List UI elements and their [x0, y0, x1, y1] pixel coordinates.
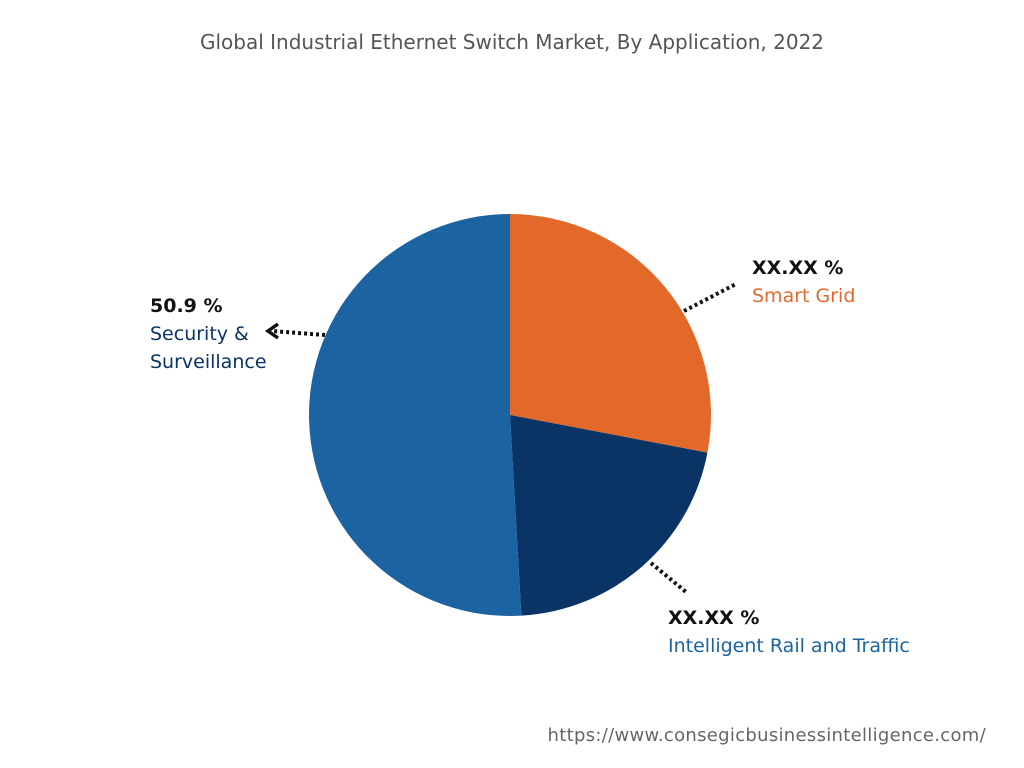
arrowhead-icon [264, 322, 280, 340]
slice-name-label: Security & Surveillance [150, 323, 267, 373]
leader-line [649, 561, 688, 594]
label-smart-grid: XX.XX % Smart Grid [752, 254, 855, 310]
pie-slice-smart-grid [510, 214, 712, 453]
leader-line [683, 282, 737, 313]
pie-slice-security-surveillance [308, 213, 522, 616]
slice-value-label: XX.XX % [668, 607, 760, 629]
slice-value-label: XX.XX % [752, 257, 844, 279]
label-security: 50.9 % Security & Surveillance [150, 292, 280, 376]
chart-title: Global Industrial Ethernet Switch Market… [199, 30, 825, 54]
label-intelligent-rail: XX.XX % Intelligent Rail and Traffic [668, 604, 910, 660]
leader-line [271, 329, 326, 337]
pie-slice-intelligent-rail-and-traffic [510, 415, 708, 616]
slice-name-label: Smart Grid [752, 285, 856, 307]
slice-value-label: 50.9 % [150, 295, 223, 317]
slice-name-label: Intelligent Rail and Traffic [668, 635, 910, 657]
watermark-url: https://www.consegicbusinessintelligence… [547, 725, 986, 746]
